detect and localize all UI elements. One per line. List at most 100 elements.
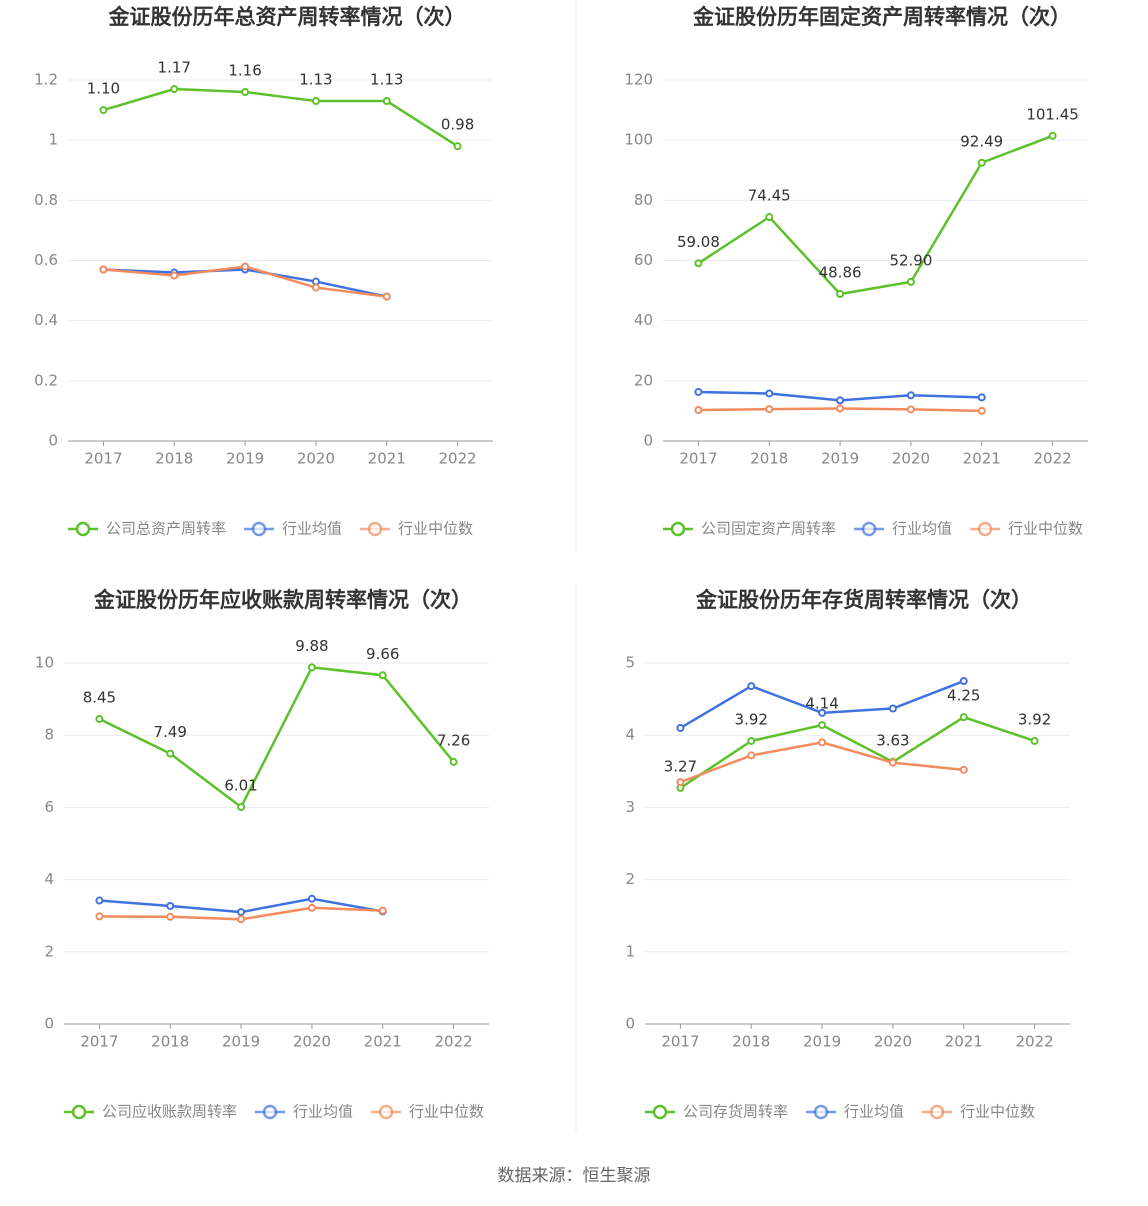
y-tick-label: 10 (35, 654, 54, 672)
data-point (99, 265, 108, 274)
data-label: 4.14 (805, 695, 838, 713)
series-line (679, 715, 1035, 789)
data-point (95, 714, 104, 723)
y-tick-label: 120 (624, 71, 653, 89)
data-point (888, 758, 897, 767)
data-point (1030, 736, 1039, 745)
legend-marker (367, 521, 383, 537)
data-point (747, 751, 756, 760)
y-tick-label: 0.4 (34, 311, 58, 329)
data-point (836, 404, 845, 413)
y-tick-label: 0 (44, 1015, 54, 1033)
legend-label: 公司存货周转率 (683, 1103, 788, 1121)
data-point (449, 757, 458, 766)
data-label: 1.13 (370, 71, 403, 89)
data-label: 0.98 (441, 116, 474, 134)
chart-title: 金证股份历年总资产周转率情况（次） (108, 5, 466, 29)
x-tick-label: 2018 (155, 450, 193, 468)
legend-marker (378, 1104, 394, 1120)
x-tick-label: 2022 (1015, 1033, 1053, 1051)
data-point (237, 915, 246, 924)
data-label: 1.10 (87, 80, 120, 98)
data-label: 74.45 (748, 187, 791, 205)
legend-marker (251, 521, 267, 537)
chart-panel: 金证股份历年总资产周转率情况（次） 0 0.2 0.4 0.6 0.8 1 1.2 2017 20… (34, 5, 493, 538)
data-point (765, 405, 774, 414)
y-tick-label: 20 (634, 371, 653, 389)
data-point (977, 406, 986, 415)
chart-panel: 金证股份历年固定资产周转率情况（次） 0 20 40 60 80 100 120 2017 201… (624, 5, 1088, 538)
data-label: 101.45 (1026, 105, 1079, 123)
data-point (765, 213, 774, 222)
data-point (959, 765, 968, 774)
data-point (1048, 131, 1057, 140)
data-point (818, 708, 827, 717)
x-tick-label: 2020 (293, 1033, 331, 1051)
data-label: 52.90 (889, 251, 932, 269)
x-tick-label: 2021 (368, 450, 406, 468)
data-label: 59.08 (677, 233, 720, 251)
x-tick-label: 2020 (297, 450, 335, 468)
data-label: 3.27 (664, 757, 697, 775)
legend-label: 行业均值 (844, 1103, 904, 1121)
data-point (170, 271, 179, 280)
y-tick-label: 4 (44, 870, 54, 888)
data-point (311, 283, 320, 292)
data-point (166, 912, 175, 921)
data-point (906, 391, 915, 400)
y-tick-label: 40 (634, 311, 653, 329)
chart-panel: 金证股份历年应收账款周转率情况（次） 0 2 4 6 8 10 2017 2018 2019 202… (35, 588, 489, 1121)
data-point (382, 97, 391, 106)
data-point (95, 912, 104, 921)
y-tick-label: 80 (634, 191, 653, 209)
data-point (99, 106, 108, 115)
data-point (676, 778, 685, 787)
x-tick-label: 2021 (963, 450, 1001, 468)
series-line (697, 134, 1054, 296)
x-tick-label: 2020 (892, 450, 930, 468)
y-tick-label: 0 (625, 1015, 635, 1033)
data-point (307, 894, 316, 903)
x-tick-label: 2019 (226, 450, 264, 468)
data-point (959, 677, 968, 686)
legend-marker (977, 521, 993, 537)
legend-marker (670, 521, 686, 537)
data-label: 4.25 (947, 687, 980, 705)
data-point (166, 901, 175, 910)
y-tick-label: 1 (48, 131, 58, 149)
y-tick-label: 100 (624, 131, 653, 149)
data-label: 3.92 (735, 710, 768, 728)
data-point (676, 723, 685, 732)
x-tick-label: 2020 (874, 1033, 912, 1051)
data-point (694, 406, 703, 415)
legend-marker (652, 1104, 668, 1120)
data-label: 6.01 (224, 777, 257, 795)
y-tick-label: 3 (625, 798, 635, 816)
x-tick-label: 2018 (151, 1033, 189, 1051)
y-tick-label: 6 (44, 798, 54, 816)
data-point (765, 389, 774, 398)
legend-label: 行业均值 (892, 520, 952, 538)
legend-marker (262, 1104, 278, 1120)
y-tick-label: 0.6 (34, 251, 58, 269)
data-point (453, 142, 462, 151)
data-label: 9.66 (366, 645, 399, 663)
source: 数据来源：恒生聚源 (498, 1166, 651, 1186)
y-tick-label: 8 (44, 726, 54, 744)
series-line (98, 665, 455, 809)
legend-marker (71, 1104, 87, 1120)
data-point (237, 908, 246, 917)
data-label: 3.92 (1018, 710, 1051, 728)
data-label: 7.26 (437, 731, 470, 749)
x-tick-label: 2022 (434, 1033, 472, 1051)
data-label: 9.88 (295, 637, 328, 655)
y-tick-label: 0.2 (34, 371, 58, 389)
data-label: 1.16 (228, 62, 261, 80)
data-point (818, 721, 827, 730)
data-point (307, 663, 316, 672)
legend-marker (929, 1104, 945, 1120)
x-tick-label: 2022 (1033, 450, 1071, 468)
data-point (378, 906, 387, 915)
series-line (679, 741, 964, 784)
legend-label: 行业中位数 (1008, 520, 1083, 538)
